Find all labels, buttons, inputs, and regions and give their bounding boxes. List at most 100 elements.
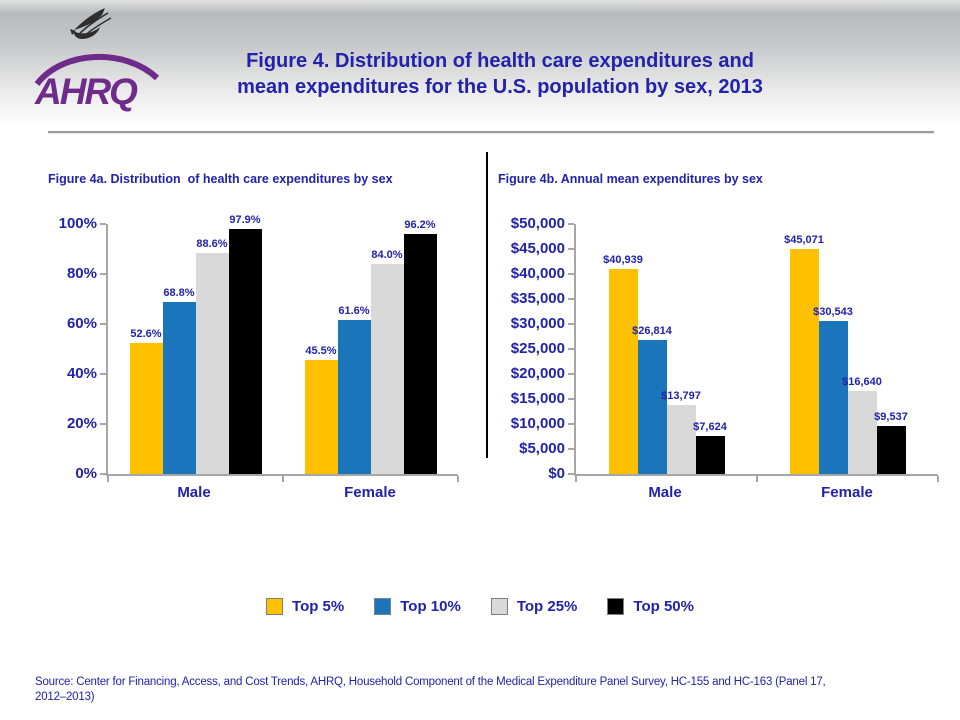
bar-wrap: 52.6% <box>129 327 163 474</box>
y-tick-mark <box>568 348 574 350</box>
x-axis-labels: Male Female <box>574 484 938 501</box>
y-axis: $0 $5,000 $10,000 $15,000 $20,000 $25,000 $30,… <box>498 215 574 482</box>
hhs-eagle-icon <box>70 8 112 39</box>
bar-value-label: $16,640 <box>842 375 882 388</box>
x-tick-mark <box>282 476 284 482</box>
bar-value-label: 97.9% <box>229 214 261 227</box>
bar-male-top5% <box>129 342 163 474</box>
bar-wrap: 97.9% <box>228 214 262 474</box>
chart-row: 0% 20% 40% 60% 80% 100% 52.6% 68.8% 88.6% 97.9% 45… <box>48 214 459 501</box>
y-tick-mark <box>568 273 574 275</box>
y-tick-label: $40,000 <box>510 265 565 282</box>
header-band: AHRQ Figure 4. Distribution of health ca… <box>0 0 960 135</box>
y-tick-mark <box>100 423 106 425</box>
y-axis: 0% 20% 40% 60% 80% 100% <box>48 215 106 482</box>
bar-value-label: 61.6% <box>338 305 370 317</box>
y-tick-mark <box>568 423 574 425</box>
page-title-line-2: mean expenditures for the U.S. populatio… <box>237 76 763 98</box>
bar-wrap: $16,640 <box>842 376 882 474</box>
bar-value-label: 84.0% <box>371 249 403 261</box>
y-tick-label: 40% <box>66 365 97 382</box>
category-label-male: Male <box>177 484 211 501</box>
legend-swatch-icon <box>607 598 625 615</box>
bar-wrap: 45.5% <box>304 345 338 474</box>
bar-group-female: $45,071 $30,543 $16,640 $9,537 <box>784 224 908 474</box>
bar-value-label: $26,814 <box>632 324 672 337</box>
bar-female-top50% <box>876 426 906 474</box>
horizontal-divider <box>48 131 934 134</box>
ahrq-logo: AHRQ <box>33 4 163 114</box>
panel-divider <box>486 152 488 458</box>
x-tick-mark <box>107 476 109 482</box>
bar-wrap: 61.6% <box>337 305 371 474</box>
y-tick-label: 100% <box>58 215 97 232</box>
chart-distribution-by-sex: 0% 20% 40% 60% 80% 100% 52.6% 68.8% 88.6% 97.9% 45… <box>48 214 459 501</box>
bar-value-label: 96.2% <box>404 218 436 231</box>
y-tick-mark <box>568 473 574 475</box>
ahrq-wordmark-text: AHRQ <box>34 71 138 112</box>
bar-male-top50% <box>695 435 725 474</box>
bar-group-female: 45.5% 61.6% 84.0% 96.2% <box>304 219 437 474</box>
source-note-line-1: Source: Center for Financing, Access, an… <box>35 676 826 688</box>
bar-female-top5% <box>304 360 338 474</box>
x-tick-mark <box>756 476 758 482</box>
category-label-female: Female <box>821 484 873 501</box>
y-tick-mark <box>100 373 106 375</box>
legend-item-top10%: Top 10% <box>374 598 461 615</box>
bar-value-label: $13,797 <box>661 390 701 403</box>
bar-wrap: $45,071 <box>784 234 824 474</box>
bar-female-top5% <box>789 248 819 474</box>
y-tick-mark <box>100 323 106 325</box>
y-tick-label: $10,000 <box>510 415 565 432</box>
bar-group-male: 52.6% 68.8% 88.6% 97.9% <box>129 214 262 474</box>
y-tick-label: $45,000 <box>510 240 565 257</box>
bar-male-top5% <box>608 269 638 474</box>
bar-wrap: $13,797 <box>661 390 701 474</box>
bar-female-top10% <box>337 320 371 474</box>
ahrq-wordmark: AHRQ <box>34 53 160 112</box>
bar-value-label: $40,939 <box>603 254 643 267</box>
x-tick-mark <box>937 476 939 482</box>
bar-value-label: 68.8% <box>163 287 195 299</box>
y-tick-label: $20,000 <box>510 365 565 382</box>
y-tick-label: $50,000 <box>510 215 565 232</box>
bar-wrap: 68.8% <box>162 287 196 474</box>
legend: Top 5% Top 10% Top 25% Top 50% <box>0 598 960 615</box>
y-tick-label: 80% <box>66 265 97 282</box>
bar-female-top25% <box>370 264 404 474</box>
bar-value-label: $45,071 <box>784 233 824 246</box>
y-tick-label: 20% <box>66 415 97 432</box>
y-tick-mark <box>100 273 106 275</box>
legend-item-top25%: Top 25% <box>490 598 578 615</box>
y-tick-mark <box>100 473 106 475</box>
bar-wrap: $26,814 <box>632 325 672 474</box>
chart-row: $0 $5,000 $10,000 $15,000 $20,000 $25,000 $30,… <box>498 215 939 501</box>
bar-value-label: 52.6% <box>130 327 162 340</box>
x-axis-labels: Male Female <box>106 484 458 501</box>
bar-male-top10% <box>162 302 196 474</box>
legend-item-top5%: Top 5% <box>266 598 344 615</box>
legend-item-top50%: Top 50% <box>607 598 694 615</box>
bar-wrap: 96.2% <box>403 218 437 474</box>
bar-wrap: $30,543 <box>813 306 853 474</box>
bar-wrap: 84.0% <box>370 249 404 474</box>
page-title-line-1: Figure 4. Distribution of health care ex… <box>246 50 754 72</box>
y-tick-label: $25,000 <box>510 340 565 357</box>
legend-label: Top 5% <box>292 598 345 615</box>
y-tick-label: $0 <box>548 465 565 482</box>
y-tick-mark <box>568 223 574 225</box>
bar-wrap: $9,537 <box>874 411 908 474</box>
legend-label: Top 25% <box>516 598 578 615</box>
bar-male-top25% <box>666 405 696 474</box>
bar-value-label: $30,543 <box>813 306 853 319</box>
figure-4a-title: Figure 4a. Distribution of health care e… <box>48 172 393 186</box>
figure-4b-title: Figure 4b. Annual mean expenditures by s… <box>498 172 763 186</box>
bar-value-label: $9,537 <box>874 411 908 424</box>
legend-swatch-icon <box>266 598 284 615</box>
y-tick-label: $30,000 <box>510 315 565 332</box>
y-tick-label: $35,000 <box>510 290 565 307</box>
bar-female-top10% <box>818 321 848 474</box>
legend-label: Top 10% <box>400 598 461 615</box>
legend-label: Top 50% <box>633 598 694 615</box>
